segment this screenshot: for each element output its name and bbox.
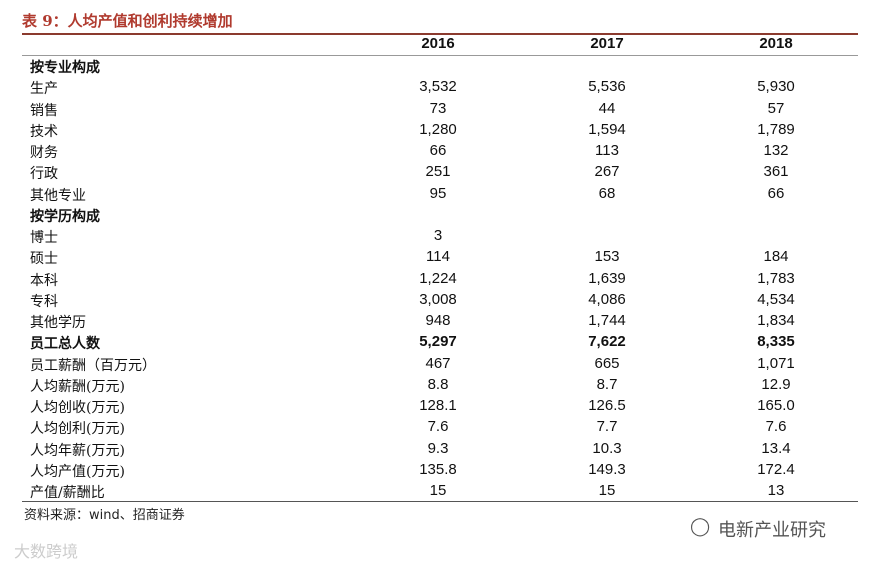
cell: 1,071 bbox=[757, 354, 795, 372]
cell: 165.0 bbox=[757, 397, 795, 414]
cell: 149.3 bbox=[588, 460, 626, 478]
cell: 172.4 bbox=[757, 460, 795, 478]
column-header: 2017 bbox=[590, 35, 624, 52]
cell: 467 bbox=[425, 354, 451, 372]
cell: 128.1 bbox=[419, 397, 457, 414]
cell: 114 bbox=[426, 248, 450, 266]
row-label: 其他专业 bbox=[30, 187, 86, 204]
cell: 10.3 bbox=[592, 439, 622, 457]
row-label: 产值/薪酬比 bbox=[30, 485, 105, 501]
row-label: 行政 bbox=[30, 166, 58, 183]
watermark: 电新产业研究 bbox=[718, 520, 826, 541]
bottom-rule bbox=[22, 501, 858, 502]
header-rule bbox=[22, 55, 858, 56]
row-label: 按专业构成 bbox=[30, 60, 100, 76]
row-label: 博士 bbox=[30, 230, 58, 246]
row-label: 技术 bbox=[30, 123, 58, 140]
cell: 8,335 bbox=[757, 333, 795, 351]
row-label: 财务 bbox=[30, 145, 58, 161]
row-label: 员工总人数 bbox=[30, 336, 100, 353]
row-label: 人均创利(万元) bbox=[30, 421, 125, 438]
row-label: 生产 bbox=[30, 81, 58, 98]
cell: 1,224 bbox=[419, 269, 457, 287]
row-label: 人均创收(万元) bbox=[30, 400, 125, 416]
cell: 7.6 bbox=[765, 418, 787, 436]
cell: 7.6 bbox=[427, 418, 449, 436]
cell: 5,930 bbox=[757, 78, 795, 96]
row-label: 人均年薪(万元) bbox=[30, 442, 125, 459]
row-label: 专科 bbox=[30, 293, 58, 310]
cell: 57 bbox=[767, 99, 785, 117]
cell: 66 bbox=[767, 184, 785, 202]
cell: 948 bbox=[425, 312, 451, 329]
cell: 15 bbox=[598, 482, 616, 499]
row-label: 员工薪酬（百万元） bbox=[30, 357, 156, 374]
cell: 7,622 bbox=[588, 333, 626, 351]
cell: 1,639 bbox=[588, 269, 626, 287]
cell: 13.4 bbox=[761, 439, 791, 457]
row-label: 人均薪酬(万元) bbox=[30, 378, 125, 395]
cell: 73 bbox=[429, 99, 447, 117]
watermark: 大数跨境 bbox=[14, 542, 79, 561]
source-note: 资料来源：wind、招商证券 bbox=[24, 508, 185, 523]
cell: 1,744 bbox=[588, 312, 626, 329]
cell: 251 bbox=[425, 163, 451, 181]
cell: 68 bbox=[598, 184, 616, 202]
cell: 1,834 bbox=[757, 312, 795, 329]
cell: 9.3 bbox=[427, 439, 449, 457]
cell: 126.5 bbox=[588, 397, 626, 414]
cell: 1,783 bbox=[757, 269, 795, 287]
cell: 4,086 bbox=[588, 290, 626, 308]
cell: 8.7 bbox=[596, 375, 618, 393]
row-label: 人均产值(万元) bbox=[30, 463, 125, 480]
top-rule bbox=[22, 33, 858, 35]
cell: 95 bbox=[429, 184, 447, 202]
cell: 4,534 bbox=[757, 290, 795, 308]
cell: 135.8 bbox=[419, 460, 457, 478]
cell: 1,280 bbox=[419, 120, 457, 138]
cell: 5,536 bbox=[588, 78, 626, 96]
cell: 66 bbox=[429, 142, 447, 159]
row-label: 硕士 bbox=[30, 251, 58, 268]
cell: 132 bbox=[763, 142, 789, 159]
cell: 153 bbox=[594, 248, 620, 266]
cell: 665 bbox=[594, 354, 620, 372]
row-label: 按学历构成 bbox=[30, 208, 100, 225]
cell: 267 bbox=[594, 163, 620, 181]
cell: 5,297 bbox=[419, 333, 457, 351]
cell: 44 bbox=[598, 99, 616, 117]
cell: 361 bbox=[763, 163, 789, 181]
cell: 8.8 bbox=[427, 375, 449, 393]
watermark-icon: ◯ bbox=[690, 516, 711, 537]
cell: 7.7 bbox=[596, 418, 618, 436]
row-label: 其他学历 bbox=[30, 315, 86, 331]
cell: 184 bbox=[763, 248, 789, 266]
table-title: 表 9：人均产值和创利持续增加 bbox=[22, 12, 233, 30]
row-label: 销售 bbox=[30, 102, 58, 119]
cell: 1,594 bbox=[588, 120, 626, 138]
column-header: 2016 bbox=[421, 35, 455, 52]
cell: 15 bbox=[429, 482, 447, 499]
cell: 3,008 bbox=[419, 290, 457, 308]
cell: 12.9 bbox=[761, 375, 791, 393]
cell: 113 bbox=[595, 142, 619, 159]
column-header: 2018 bbox=[759, 35, 793, 52]
cell: 3 bbox=[433, 227, 443, 244]
cell: 13 bbox=[767, 482, 785, 499]
row-label: 本科 bbox=[30, 272, 58, 289]
cell: 3,532 bbox=[419, 78, 457, 96]
cell: 1,789 bbox=[757, 120, 795, 138]
